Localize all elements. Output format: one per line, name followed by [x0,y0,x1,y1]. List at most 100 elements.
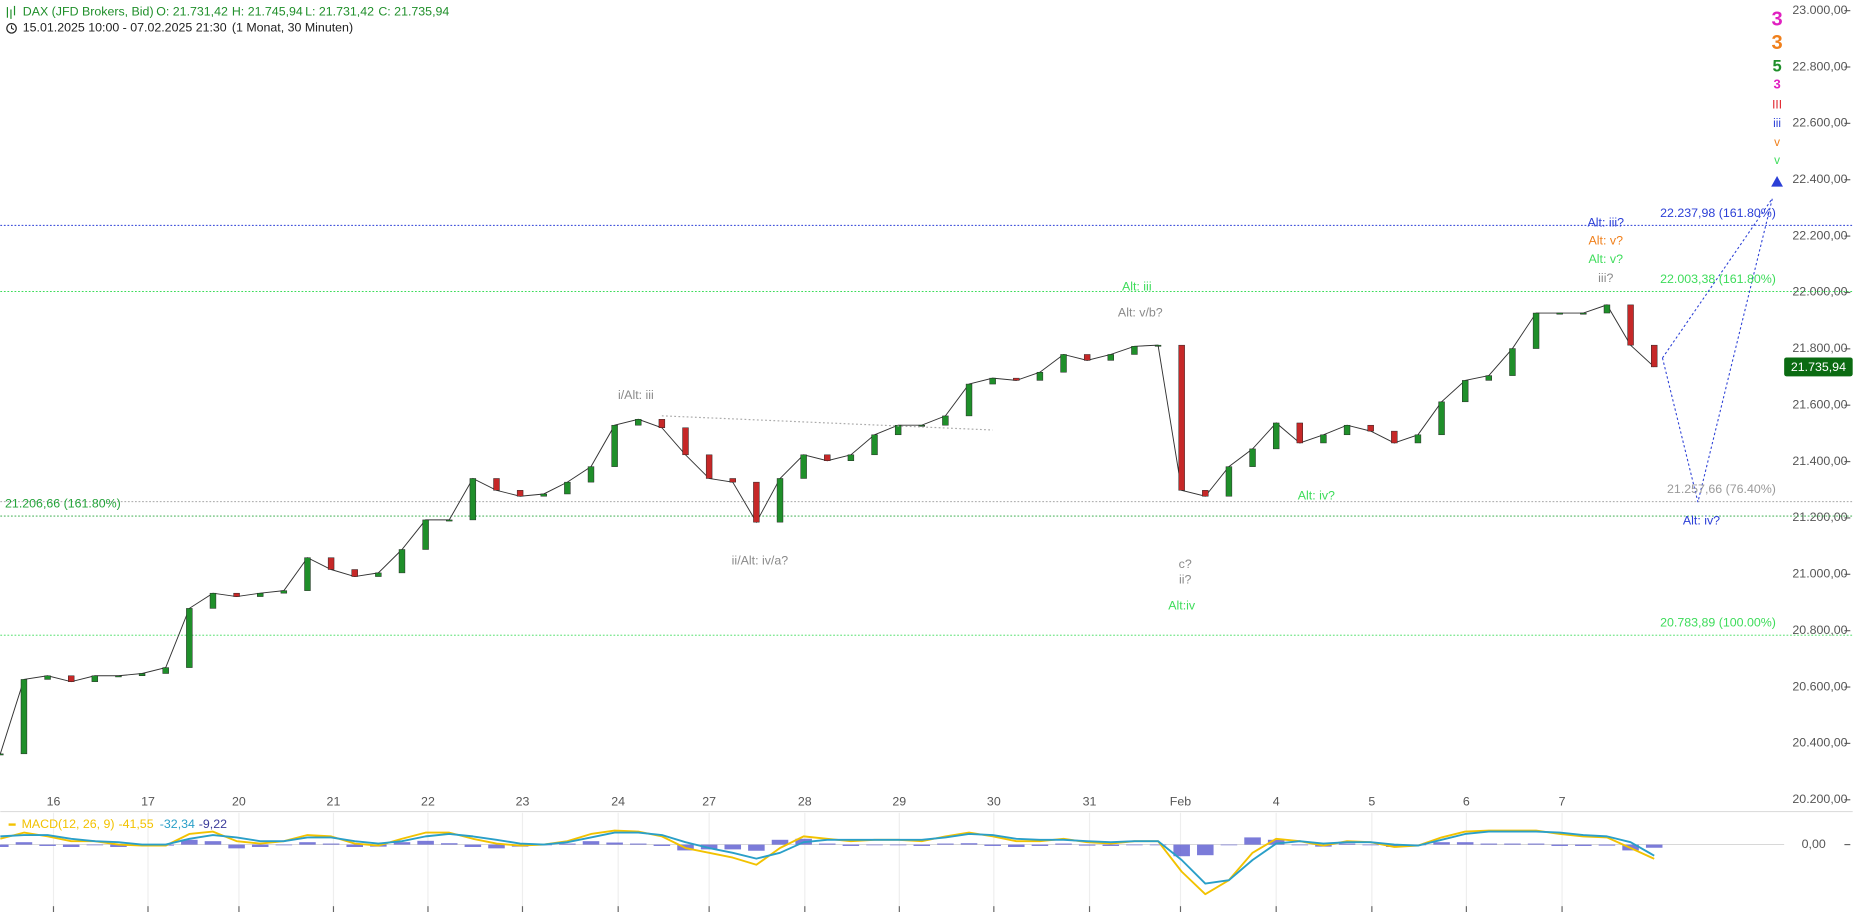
x-tick-label: 20 [232,794,246,808]
histogram-bar [1598,844,1616,846]
wave-degree: 3 [1771,8,1782,30]
histogram-bar [86,844,104,846]
candle-body [1532,312,1540,349]
histogram-bar [15,842,33,845]
histogram-bar [1386,844,1403,847]
candle-body [989,377,996,385]
histogram-bar [204,841,222,845]
x-tick-label: 28 [798,794,812,808]
x-tick-label: 4 [1273,794,1280,808]
projection-line [1661,198,1773,503]
histogram-bar [1504,843,1521,845]
histogram-bar [653,844,671,846]
level-label: 21.206,66 (161.80%) [5,497,121,511]
candle-body [1603,304,1611,314]
histogram-bar [1008,844,1025,847]
candle-body [1272,422,1280,450]
ohlc-open: O: 21.731,42 [156,5,228,19]
x-tick-label: 31 [1083,794,1097,808]
histogram-bar [299,842,316,845]
annotation: iii? [1598,271,1613,285]
trend-line [661,415,993,431]
candle-body [1036,371,1044,381]
level-label: 20.783,89 (100.00%) [1660,616,1776,630]
histogram-bar [1197,844,1214,856]
histogram-bar [1220,844,1238,846]
histogram-bar [1244,837,1261,845]
macd-line [0,830,1655,885]
histogram-bar [0,844,9,847]
candle-body [1462,380,1469,403]
histogram-bar [1291,844,1309,846]
y-tick-label: 21.000,00 [1792,567,1847,581]
level-labels: 22.237,98 (161.80%) 22.003,38 (161.80%) … [5,206,1776,630]
candle-body [186,608,193,668]
instrument: DAX (JFD Brokers, Bid) [23,5,154,19]
candle-body [280,590,288,594]
histogram-bar [228,844,245,849]
annotation: Alt: iii [1122,279,1152,293]
histogram-bar [1031,844,1049,846]
annotation: Alt: iii? [1588,216,1625,230]
candle-body [1438,401,1445,436]
histogram-value: -9,22 [199,817,227,831]
y-tick-label: 0,00 [1802,837,1826,851]
x-tick-label: 24 [611,794,625,808]
candle-body [1485,375,1493,381]
candle-body [1627,304,1634,346]
candle-body [1580,312,1587,315]
histogram-bar [1055,843,1072,845]
signal-value: -32,34 [160,817,195,831]
candle-body [1083,354,1091,361]
candle-body [824,454,831,461]
annotation: Alt: v/b? [1118,305,1163,319]
level-label: 22.237,98 (161.80%) [1660,206,1776,220]
candle-body [138,673,146,677]
histogram-bar [559,843,576,845]
y-tick-label: 22.600,00 [1792,116,1847,130]
histogram-bar [724,844,742,850]
histogram-bar [1338,843,1356,845]
candle-body [800,454,807,479]
histogram-bar [818,843,836,845]
interval: (1 Monat, 30 Minuten) [232,21,353,35]
candle-body [918,424,925,427]
histogram-bar [1078,844,1096,846]
candle-body [209,592,217,609]
candle-body [611,424,618,467]
candle-body [1131,346,1138,355]
candle-body [1296,422,1303,444]
y-tick-label: 21.200,00 [1792,510,1847,524]
candle-body [115,675,122,678]
candle-body [1367,424,1374,432]
x-tick-label: 7 [1559,794,1566,808]
wave-degree: 3 [1773,76,1780,91]
candle-body [1060,354,1067,373]
wave-degree-legend: 3 3 5 3 III iii v v [1771,8,1782,166]
candle-body [776,478,784,523]
histogram-bar [464,844,482,847]
macd-legend: MACD(12, 26, 9) -41,55 -32,34 -9,22 [8,817,227,831]
level-label: 22.003,38 (161.80%) [1660,272,1776,286]
histogram-bar [1433,842,1450,845]
histogram-bar [417,840,434,845]
y-tick-label: 23.000,00 [1792,3,1847,17]
candle-body [1556,312,1563,315]
x-tick-label: 23 [516,794,530,808]
histogram-bar [39,844,56,846]
macd-title: MACD(12, 26, 9) [22,817,115,831]
y-tick-label: 20.800,00 [1792,623,1847,637]
x-tick-label: 27 [702,794,716,808]
candle-body [516,490,524,497]
histogram-bar [251,844,269,847]
candle-body [587,466,595,483]
annotation: Alt: v? [1589,233,1624,247]
header: DAX (JFD Brokers, Bid) O: 21.731,42 H: 2… [6,5,449,35]
candle-body [493,478,500,491]
x-tick-label: 5 [1368,794,1375,808]
histogram-bar [1480,843,1498,845]
histogram-bar [1126,844,1143,846]
candle-body [257,592,264,597]
